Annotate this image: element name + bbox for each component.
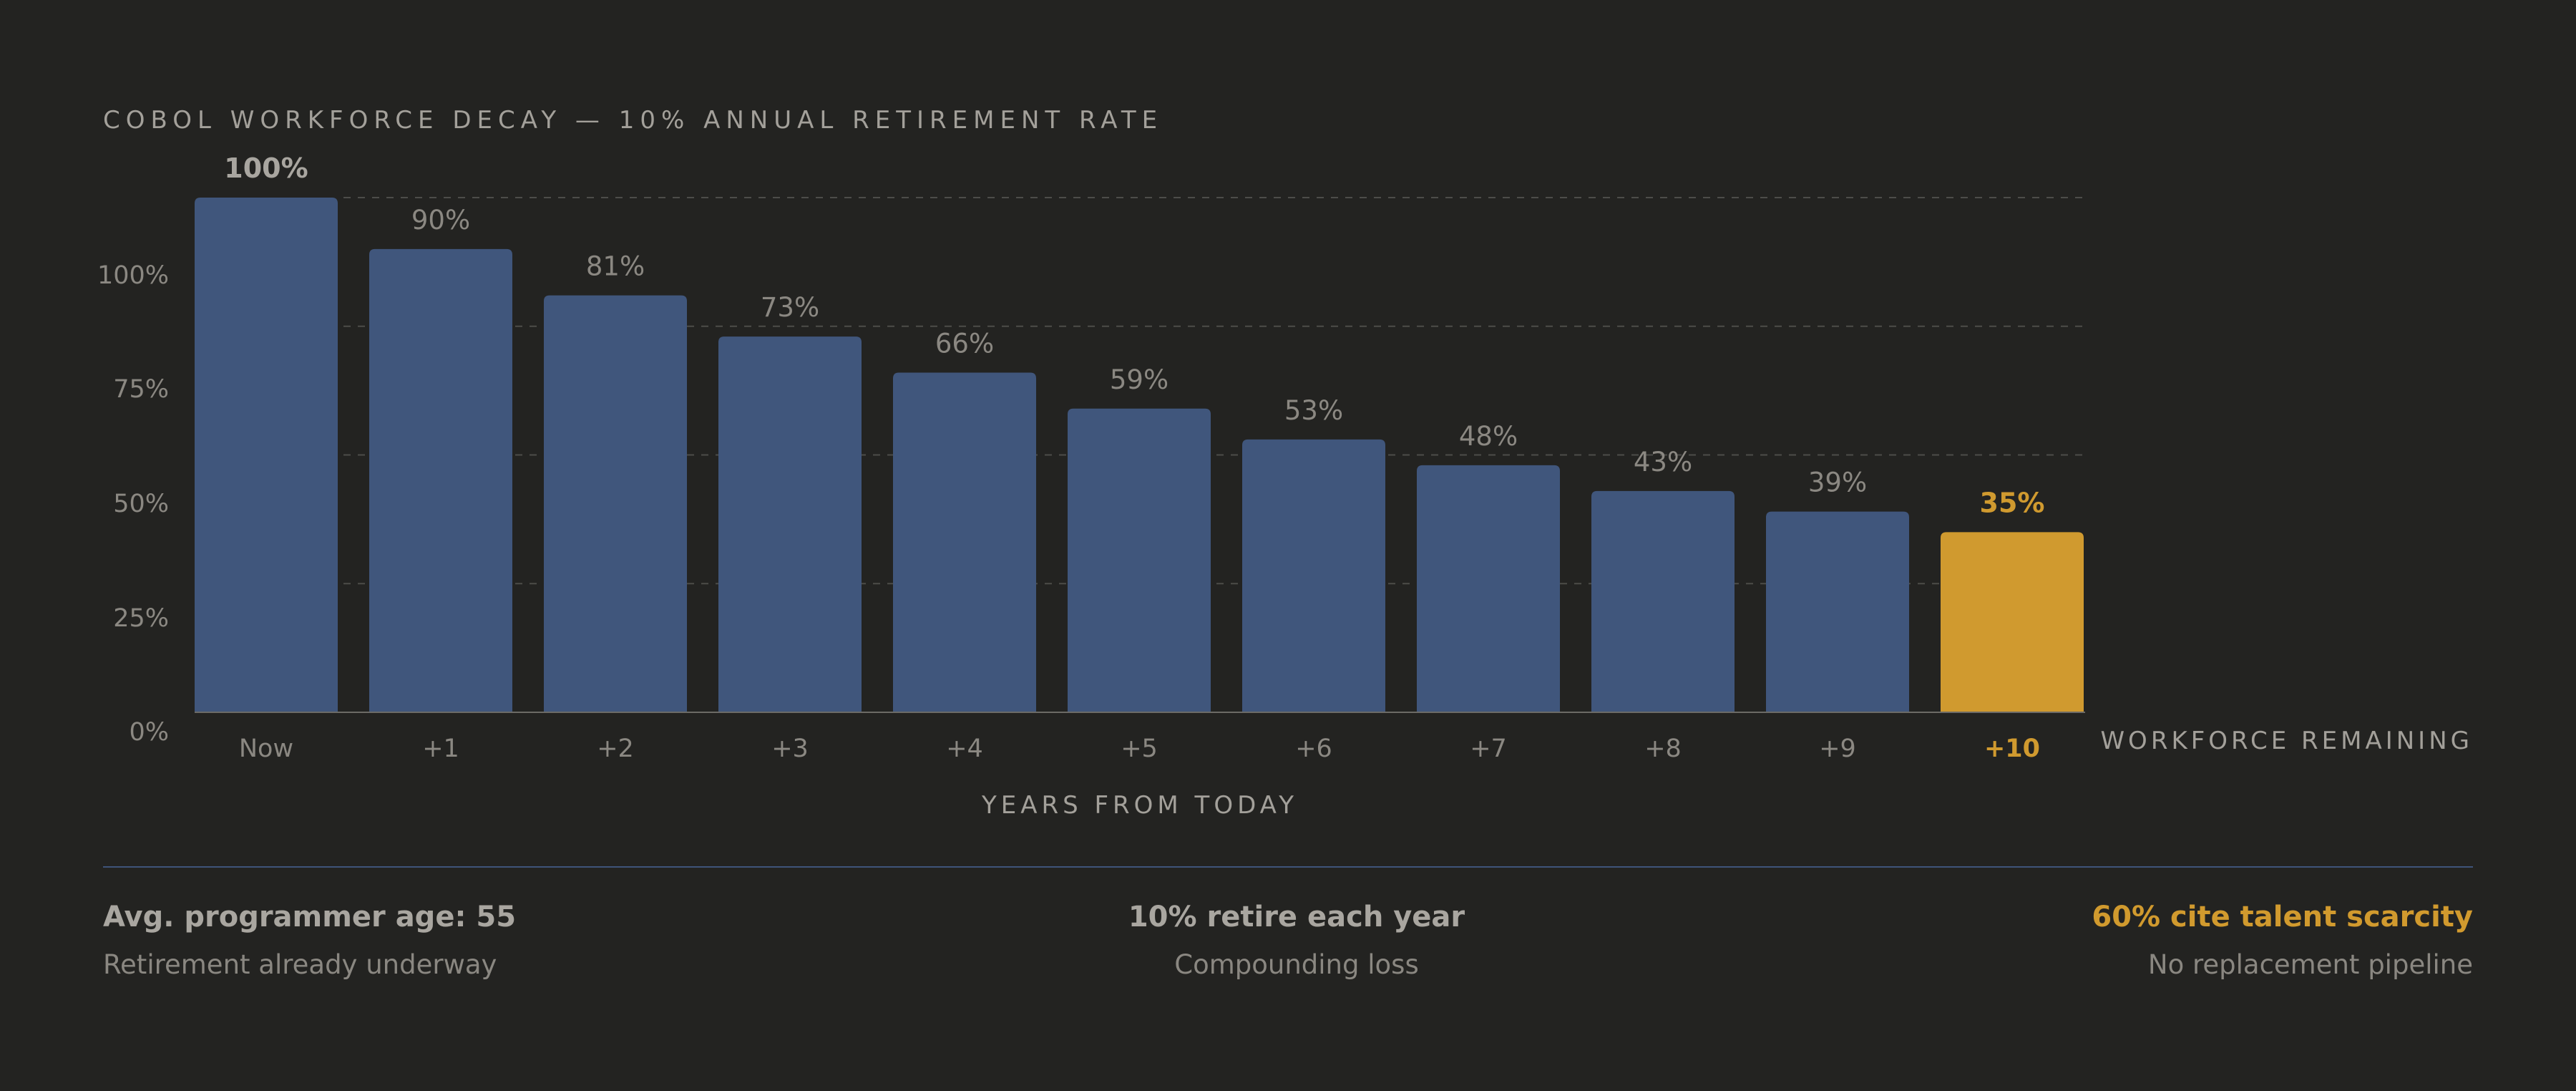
bar-chart: 0% 25% 50% 75% 100% 100% 90% 81% 73% 66% 59% 53% 48… [97,152,2473,820]
stat-subtitle: Retirement already underway [103,949,497,980]
value-label: 48% [1459,421,1518,452]
stat-talent-scarcity: 60% cite talent scarcity No replacement … [1829,901,2473,980]
x-tick-label: Now [239,734,293,763]
y-tick-label: 100% [97,261,169,290]
bar [544,295,687,712]
bar [1417,465,1560,712]
stat-title: 10% retire each year [1128,901,1465,934]
value-label: 35% [1980,487,2045,518]
x-tick-label: +9 [1819,734,1856,763]
bar [1941,532,2084,712]
value-labels: 100% 90% 81% 73% 66% 59% 53% 48% 43% 39% 35% [224,152,2044,518]
y-axis-ticks: 0% 25% 50% 75% 100% [97,261,169,747]
bar [369,248,512,712]
stat-avg-age: Avg. programmer age: 55 Retirement alrea… [103,901,747,980]
stat-title: Avg. programmer age: 55 [103,901,517,934]
x-tick-label: +3 [771,734,809,763]
stat-subtitle: Compounding loss [1174,949,1419,980]
bar [1242,439,1385,712]
bar [1766,511,1909,712]
bar [195,198,338,712]
chart-title: COBOL WORKFORCE DECAY — 10% ANNUAL RETIR… [103,106,1163,135]
bar [718,336,862,712]
x-tick-label: +5 [1121,734,1158,763]
stat-retire-rate: 10% retire each year Compounding loss [975,901,1619,980]
x-tick-label: +1 [422,734,459,763]
value-label: 100% [224,152,308,184]
x-tick-label: +2 [597,734,634,763]
y-tick-label: 75% [113,375,169,404]
stat-title: 60% cite talent scarcity [2092,901,2473,934]
value-label: 81% [586,251,645,282]
value-label: 73% [761,292,819,323]
x-axis-label: YEARS FROM TODAY [981,791,1298,820]
stat-subtitle: No replacement pipeline [2147,949,2473,980]
bar [893,372,1036,712]
bars [195,198,2084,712]
x-tick-label: +10 [1984,734,2040,763]
value-label: 53% [1284,395,1343,426]
value-label: 59% [1110,364,1169,395]
divider [103,866,2473,868]
x-tick-label: +7 [1470,734,1507,763]
value-label: 39% [1808,467,1867,498]
y-tick-label: 25% [113,604,169,633]
x-tick-label: +6 [1295,734,1332,763]
y-axis-label: WORKFORCE REMAINING [2100,727,2473,755]
value-label: 90% [411,205,470,236]
y-tick-label: 50% [113,490,169,518]
x-axis-ticks: Now +1 +2 +3 +4 +5 +6 +7 +8 +9 +10 [239,734,2040,763]
value-label: 66% [935,328,994,359]
value-label: 43% [1634,447,1692,477]
bar [1591,490,1735,712]
x-tick-label: +8 [1644,734,1682,763]
bar [1068,408,1211,712]
x-tick-label: +4 [946,734,983,763]
y-tick-label: 0% [129,718,169,747]
